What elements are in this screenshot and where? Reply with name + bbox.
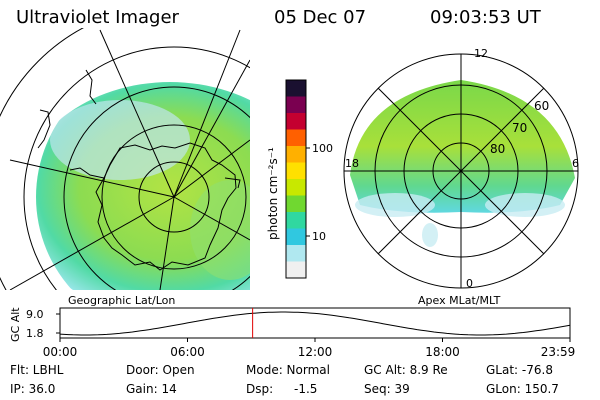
colorbar-band [286,179,306,196]
colorbar-band [286,113,306,130]
altitude-xtick-label: 06:00 [170,345,205,359]
door-info: Door: Open [126,363,195,377]
ip-info: IP: 36.0 [10,382,56,396]
colorbar-band [286,162,306,180]
colorbar-band [286,129,306,147]
altitude-ylabel: GC Alt [9,307,22,342]
filter-info: Flt: LBHL [10,363,64,377]
colorbar-band [286,96,306,114]
colorbar-band [286,195,306,213]
mlt-label-6: 6 [572,157,579,170]
colorbar-unit-label: photon cm⁻²s⁻¹ [266,147,280,240]
mode-info: Mode: Normal [246,363,330,377]
altitude-curve [59,311,571,336]
coastline [95,142,237,271]
altitude-xtick-label: 18:00 [425,345,460,359]
colorbar-band [286,245,306,262]
colorbar-band [286,261,306,279]
apex-map: 12 18 6 0 60 70 80 [343,47,579,290]
altitude-xtick-label: 12:00 [298,345,333,359]
image-date: 05 Dec 07 [274,7,367,28]
gain-info: Gain: 14 [126,382,177,396]
mlat-label-80: 80 [490,142,505,156]
glon-info: GLon: 150.7 [486,382,559,396]
colorbar-band [286,146,306,163]
geographic-map-label: Geographic Lat/Lon [68,294,175,307]
instrument-title: Ultraviolet Imager [16,7,179,28]
mlt-label-12: 12 [474,47,488,60]
geographic-map [0,28,250,290]
colorbar-band [286,80,306,97]
sequence-info: Seq: 39 [364,382,410,396]
mlt-label-0: 0 [466,277,473,290]
colorbar-tick-100: 100 [312,142,333,155]
mlat-label-70: 70 [512,121,527,135]
colorbar-band [286,228,306,246]
altitude-plot: 9.0 1.8 GC Alt 00:00 06:00 12:00 18:00 23:59 [9,307,575,359]
dsp-value: -1.5 [294,382,318,396]
mlt-label-18: 18 [345,157,359,170]
altitude-ytick-high: 9.0 [26,308,44,321]
mlat-label-60: 60 [534,99,549,113]
altitude-xtick-label: 00:00 [43,345,78,359]
dsp-label: Dsp: [246,382,274,396]
apex-map-label: Apex MLat/MLT [418,294,501,307]
colorbar-band [286,212,306,229]
glat-info: GLat: -76.8 [486,363,553,377]
colorbar-tick-10: 10 [312,230,326,243]
image-time: 09:03:53 UT [430,7,541,28]
altitude-ytick-low: 1.8 [26,327,44,340]
gc-alt-info: GC Alt: 8.9 Re [364,363,448,377]
altitude-xtick-label: 23:59 [541,345,576,359]
colorbar: 100 10 photon cm⁻²s⁻¹ [266,79,333,279]
